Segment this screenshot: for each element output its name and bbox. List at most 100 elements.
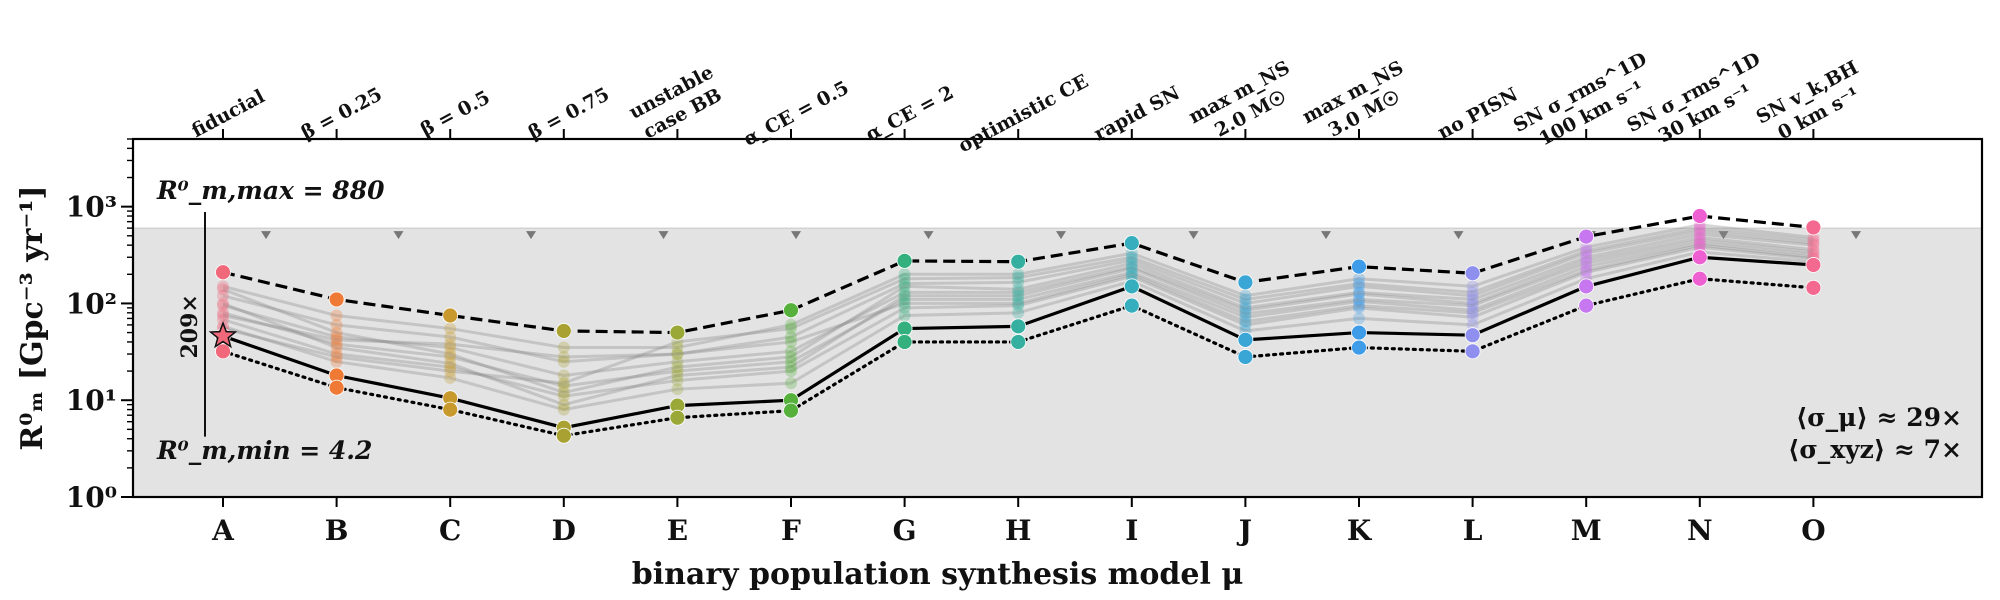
gray-line-point [1580, 251, 1593, 264]
gray-line-point [785, 377, 797, 390]
gray-line-point [444, 348, 457, 361]
gray-line-point [1466, 293, 1479, 306]
gray-line-point [217, 309, 229, 322]
gray-line-point [785, 361, 797, 374]
gray-line-point [1239, 315, 1252, 328]
data-point-K [1351, 339, 1367, 356]
data-point-N [1691, 270, 1708, 287]
gray-line-point [557, 355, 570, 368]
gray-line-point [671, 374, 684, 387]
gray-line-point [1693, 237, 1706, 250]
top-label-G: α_CE = 2 [862, 81, 957, 146]
data-point-L [1464, 327, 1481, 344]
gray-line-point [898, 280, 911, 293]
gray-line-point [1580, 254, 1593, 267]
gray-line-point [444, 361, 457, 374]
gray-line-point [1012, 286, 1025, 299]
gray-line-point [444, 341, 457, 354]
top-label-C: β = 0.5 [417, 86, 493, 141]
gray-line-point [1693, 231, 1706, 244]
gray-line-point [1012, 276, 1025, 289]
gray-line-point [217, 299, 229, 312]
data-point-L [1464, 265, 1481, 282]
gray-line-point [557, 386, 570, 399]
gray-line-point [1693, 225, 1706, 238]
gray-line-point [1125, 257, 1138, 270]
gray-line-point [1353, 293, 1365, 306]
x-tick-label-F: F [781, 514, 801, 547]
gray-line-point [1807, 248, 1820, 261]
top-label-I: rapid SN [1090, 82, 1183, 145]
gray-line-point [330, 348, 343, 361]
gray-line-point [898, 289, 911, 302]
data-point-J [1237, 274, 1254, 291]
data-point-H [1010, 253, 1027, 270]
gray-line-point [785, 322, 797, 335]
gray-line [222, 223, 1814, 350]
data-point-I [1123, 297, 1140, 314]
gray-line-point [1012, 297, 1025, 310]
boundary-marker [1453, 231, 1464, 240]
data-point-H [1010, 318, 1027, 335]
x-tick-label-O: O [1801, 514, 1825, 547]
data-point-N [1691, 249, 1708, 266]
top-label-line: β = 0.5 [417, 86, 493, 141]
data-point-O [1805, 257, 1822, 273]
gray-line-point [557, 390, 570, 403]
gray-line-point [1125, 251, 1138, 264]
boundary-marker [1056, 231, 1066, 240]
gray-line-point [557, 398, 570, 411]
gray-line-point [671, 369, 684, 382]
gray-line [222, 245, 1814, 398]
gray-line-point [557, 377, 570, 390]
data-point-B [328, 291, 345, 308]
gray-line [222, 250, 1814, 412]
gray-line-point [785, 355, 797, 368]
data-point-A [215, 264, 231, 281]
top-label-line: optimistic CE [955, 70, 1092, 157]
gray-line-point [1807, 234, 1820, 247]
x-tick-label-J: J [1236, 514, 1252, 547]
gray-line-point [444, 350, 457, 363]
gray-line-point [1466, 286, 1479, 299]
gray-line-point [1353, 286, 1365, 299]
data-point-B [328, 379, 345, 396]
gray-line-point [898, 286, 911, 299]
y-tick-label: 10³ [66, 191, 117, 224]
gray-line-point [1807, 243, 1820, 256]
gray-line-point [898, 272, 911, 285]
gray-line-point [671, 348, 684, 361]
top-label-line: β = 0.75 [525, 83, 613, 144]
boundary-marker [923, 231, 934, 240]
gray-line-point [1239, 307, 1252, 320]
gray-line-point [1125, 268, 1138, 281]
gray-line-point [671, 355, 684, 368]
gray-line-point [1580, 247, 1593, 260]
gray-line-point [1353, 272, 1365, 285]
x-tick-label-B: B [325, 514, 349, 547]
data-point-O [1805, 279, 1822, 296]
boundary-marker [393, 231, 404, 240]
boundary-marker [791, 231, 801, 240]
gray-line-point [1353, 295, 1365, 308]
data-point-N [1691, 208, 1708, 224]
gray-line-point [785, 345, 797, 358]
gray-line-point [1580, 241, 1593, 254]
gray-line-point [1466, 306, 1479, 319]
gray-line-point [1693, 239, 1706, 252]
data-point-F [783, 402, 799, 419]
top-label-D: β = 0.75 [525, 83, 613, 144]
gray-line-point [671, 341, 684, 354]
gray-line-point [1125, 260, 1138, 273]
gray-line [222, 241, 1814, 388]
gray-line-point [1239, 304, 1252, 317]
data-point-D [555, 323, 572, 339]
gray-line-point [1466, 297, 1479, 310]
boundary-marker [1851, 231, 1861, 240]
gray-line-point [1239, 301, 1252, 314]
gray-line-point [444, 330, 457, 343]
gray-lines-group [217, 218, 1820, 416]
boundary-marker [261, 231, 271, 240]
